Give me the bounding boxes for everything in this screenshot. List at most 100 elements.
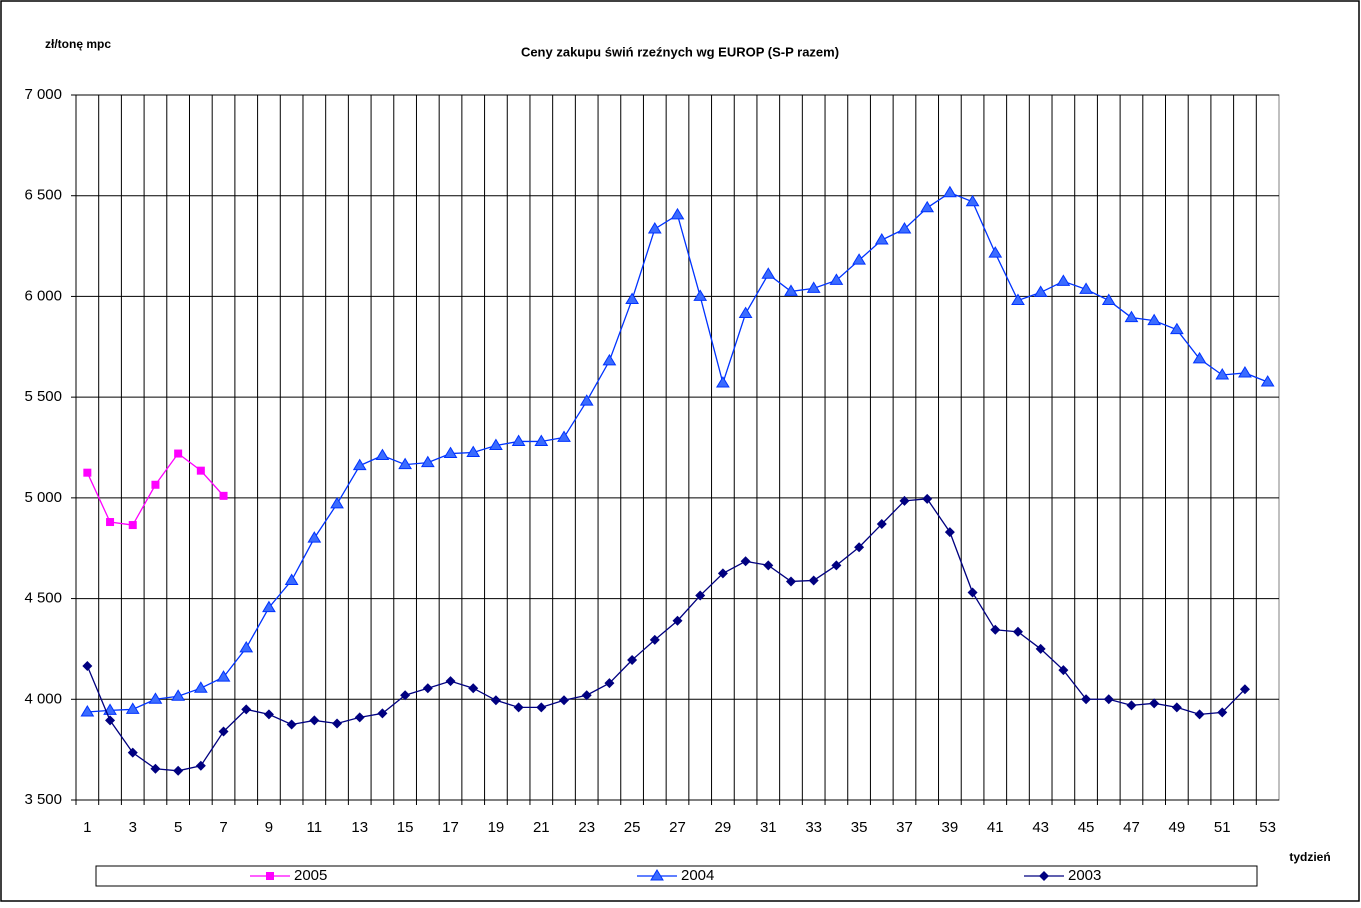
marker xyxy=(1033,285,1048,297)
marker xyxy=(806,281,821,293)
marker xyxy=(625,292,639,304)
marker xyxy=(106,518,115,527)
x-tick-label: 9 xyxy=(265,819,273,836)
marker xyxy=(284,573,299,585)
x-tick-label: 43 xyxy=(1032,819,1049,836)
marker xyxy=(693,289,708,301)
x-tick-label: 1 xyxy=(83,819,91,836)
x-tick-label: 39 xyxy=(942,819,959,836)
chart-title: Ceny zakupu świń rzeźnych wg EUROP (S-P … xyxy=(521,44,839,59)
marker xyxy=(1260,375,1275,387)
x-tick-label: 27 xyxy=(669,819,686,836)
y-tick-label: 7 000 xyxy=(24,86,62,103)
marker xyxy=(218,726,229,737)
marker xyxy=(581,690,592,701)
marker xyxy=(377,708,388,719)
marker xyxy=(1035,643,1046,654)
x-tick-label: 33 xyxy=(805,819,822,836)
marker xyxy=(670,207,685,220)
x-tick-label: 3 xyxy=(129,819,137,836)
y-tick-label: 5 500 xyxy=(24,388,62,405)
marker xyxy=(241,704,252,715)
marker xyxy=(965,194,980,207)
marker xyxy=(627,655,638,666)
marker xyxy=(309,715,320,726)
marker xyxy=(400,690,411,701)
marker xyxy=(332,718,343,729)
marker xyxy=(557,430,571,442)
marker xyxy=(1058,665,1069,676)
marker xyxy=(1149,698,1160,709)
y-tick-label: 5 000 xyxy=(24,489,62,506)
x-tick-label: 5 xyxy=(174,819,182,836)
marker xyxy=(1215,368,1230,380)
legend-marker xyxy=(650,869,664,881)
x-tick-label: 19 xyxy=(488,819,505,836)
marker xyxy=(1194,709,1205,720)
marker xyxy=(195,760,206,771)
marker xyxy=(831,560,842,571)
y-tick-label: 3 500 xyxy=(24,791,62,808)
marker xyxy=(445,676,456,687)
marker xyxy=(82,661,93,672)
marker xyxy=(239,640,254,653)
marker xyxy=(922,493,933,504)
marker xyxy=(1011,293,1025,305)
marker xyxy=(854,542,865,553)
x-tick-label: 53 xyxy=(1259,819,1276,836)
x-tick-label: 37 xyxy=(896,819,913,836)
x-tick-label: 47 xyxy=(1123,819,1140,836)
x-tick-label: 21 xyxy=(533,819,550,836)
marker xyxy=(354,712,365,723)
marker xyxy=(1238,365,1252,378)
x-axis-label: tydzień xyxy=(1289,850,1330,864)
marker xyxy=(1169,322,1184,335)
marker xyxy=(920,200,935,213)
marker xyxy=(649,634,660,645)
marker xyxy=(262,600,276,613)
marker xyxy=(443,446,458,459)
marker xyxy=(808,575,819,586)
marker xyxy=(1171,702,1182,713)
marker xyxy=(604,678,615,689)
y-axis-label: zł/tonę mpc xyxy=(45,37,111,51)
y-tick-label: 6 500 xyxy=(24,187,62,204)
marker xyxy=(740,556,751,567)
legend-label: 2004 xyxy=(681,867,714,884)
x-tick-label: 23 xyxy=(578,819,595,836)
marker xyxy=(763,560,774,571)
marker xyxy=(171,689,186,701)
marker xyxy=(513,702,524,713)
marker xyxy=(559,695,570,706)
marker xyxy=(716,376,730,388)
marker xyxy=(352,458,367,471)
marker xyxy=(1124,310,1139,323)
marker xyxy=(263,709,274,720)
marker xyxy=(148,692,163,704)
x-tick-label: 35 xyxy=(851,819,868,836)
marker xyxy=(738,306,753,319)
marker xyxy=(1217,707,1228,718)
marker xyxy=(534,434,549,446)
marker xyxy=(216,670,231,682)
marker xyxy=(988,246,1003,258)
y-tick-label: 4 500 xyxy=(24,590,62,607)
marker xyxy=(422,683,433,694)
marker xyxy=(127,747,138,758)
x-tick-label: 11 xyxy=(307,819,323,836)
marker xyxy=(420,455,435,468)
marker xyxy=(193,681,208,693)
x-tick-label: 7 xyxy=(219,819,227,836)
marker xyxy=(602,353,617,366)
x-tick-label: 25 xyxy=(624,819,641,836)
marker xyxy=(944,527,955,538)
x-tick-label: 17 xyxy=(442,819,459,836)
marker xyxy=(761,267,776,279)
marker xyxy=(174,449,183,458)
marker xyxy=(536,702,547,713)
marker xyxy=(899,495,910,506)
x-tick-label: 45 xyxy=(1078,819,1095,836)
marker xyxy=(990,624,1001,635)
y-tick-label: 6 000 xyxy=(24,287,62,304)
